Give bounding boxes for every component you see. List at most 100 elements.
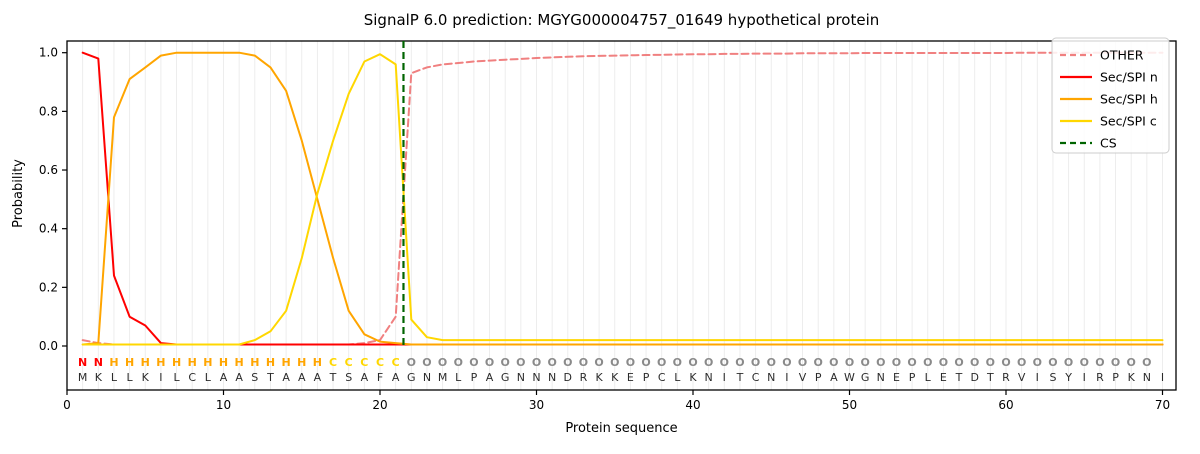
region-label: H (125, 356, 134, 369)
region-label: H (250, 356, 259, 369)
region-label: O (814, 356, 823, 369)
sequence-letter: M (78, 371, 88, 384)
region-label: O (860, 356, 869, 369)
sequence-letter: W (844, 371, 855, 384)
sequence-letter: T (266, 371, 274, 384)
sequence-letter: T (329, 371, 337, 384)
region-label: H (235, 356, 244, 369)
sequence-letter: K (142, 371, 150, 384)
region-label: H (313, 356, 322, 369)
sequence-letter: A (282, 371, 290, 384)
sequence-letter: T (986, 371, 994, 384)
sequence-letter: N (705, 371, 713, 384)
sequence-letter: A (298, 371, 306, 384)
region-label: O (516, 356, 525, 369)
sequence-letter: G (501, 371, 510, 384)
sequence-letter: P (1112, 371, 1119, 384)
region-label: O (594, 356, 603, 369)
x-tick-label: 20 (372, 398, 387, 412)
region-label: H (156, 356, 165, 369)
sequence-letter: E (893, 371, 900, 384)
sequence-letter: L (173, 371, 180, 384)
sequence-letter: I (723, 371, 726, 384)
region-label: O (720, 356, 729, 369)
sequence-letter: D (970, 371, 978, 384)
legend-item: Sec/SPI h (1060, 92, 1158, 107)
region-label: O (688, 356, 697, 369)
sequence-letter: N (423, 371, 431, 384)
region-label: H (188, 356, 197, 369)
sequence-letter: D (564, 371, 572, 384)
y-tick-label: 0.0 (39, 339, 58, 353)
sequence-letter: K (689, 371, 697, 384)
legend: OTHER Sec/SPI n Sec/SPI h Sec/SPI c CS (1051, 37, 1170, 154)
sequence-letter: K (595, 371, 603, 384)
sequence-letter: L (674, 371, 681, 384)
region-label: O (626, 356, 635, 369)
region-label: H (109, 356, 118, 369)
gridlines (82, 41, 1163, 390)
region-label: O (1142, 356, 1151, 369)
x-axis-title: Protein sequence (565, 421, 677, 436)
sequence-letter: L (205, 371, 212, 384)
sequence-letter: S (251, 371, 258, 384)
curve-sec-spi-h (81, 51, 1164, 346)
sequence-letter: E (940, 371, 947, 384)
sequence-letter: K (95, 371, 103, 384)
y-tick-label: 0.4 (39, 222, 58, 236)
region-label: C (360, 356, 368, 369)
region-label: C (376, 356, 384, 369)
sequence-letter: C (188, 371, 196, 384)
sequence-letter: V (799, 371, 807, 384)
region-label: N (78, 356, 87, 369)
legend-item: OTHER (1060, 48, 1144, 63)
region-label: O (829, 356, 838, 369)
y-axis: 0.0 0.2 0.4 0.6 0.8 1.0 (39, 46, 67, 353)
region-label: O (673, 356, 682, 369)
y-tick-label: 0.8 (39, 104, 58, 118)
region-label: O (1111, 356, 1120, 369)
region-label: O (610, 356, 619, 369)
curve-sec-spi-c (81, 53, 1164, 346)
legend-item: CS (1060, 136, 1117, 151)
region-label: O (1064, 356, 1073, 369)
sequence-letter: G (407, 371, 416, 384)
sequence-letter: S (1049, 371, 1056, 384)
region-label: O (454, 356, 463, 369)
region-label: O (547, 356, 556, 369)
sequence-letter: V (1018, 371, 1026, 384)
sequence-letter: A (314, 371, 322, 384)
region-label: O (641, 356, 650, 369)
y-tick-label: 0.2 (39, 280, 58, 294)
sequence-letter: K (1128, 371, 1136, 384)
legend-label: Sec/SPI h (1100, 92, 1158, 107)
region-label: O (1080, 356, 1089, 369)
region-label: O (970, 356, 979, 369)
sequence-letter: C (658, 371, 666, 384)
sequence-letter: K (611, 371, 619, 384)
sequence-letter: E (627, 371, 634, 384)
sequence-letter: L (455, 371, 462, 384)
region-label: O (798, 356, 807, 369)
region-label: O (876, 356, 885, 369)
region-label: O (438, 356, 447, 369)
sequence-letter: I (1161, 371, 1164, 384)
curve-sec-spi-n (81, 51, 1164, 346)
legend-label: Sec/SPI c (1100, 114, 1157, 129)
sequence-letter: M (438, 371, 448, 384)
legend-box (1051, 37, 1170, 154)
region-label: O (407, 356, 416, 369)
chart-title: SignalP 6.0 prediction: MGYG000004757_01… (364, 11, 880, 30)
sequence-letter: I (159, 371, 162, 384)
sequence-letter: I (1036, 371, 1039, 384)
y-tick-label: 0.6 (39, 163, 58, 177)
sequence-letter: A (830, 371, 838, 384)
x-tick-label: 0 (63, 398, 71, 412)
sequence-letter: C (752, 371, 760, 384)
x-tick-label: 10 (216, 398, 231, 412)
legend-item: Sec/SPI n (1060, 70, 1158, 85)
sequence-letter: P (643, 371, 650, 384)
region-label: C (392, 356, 400, 369)
